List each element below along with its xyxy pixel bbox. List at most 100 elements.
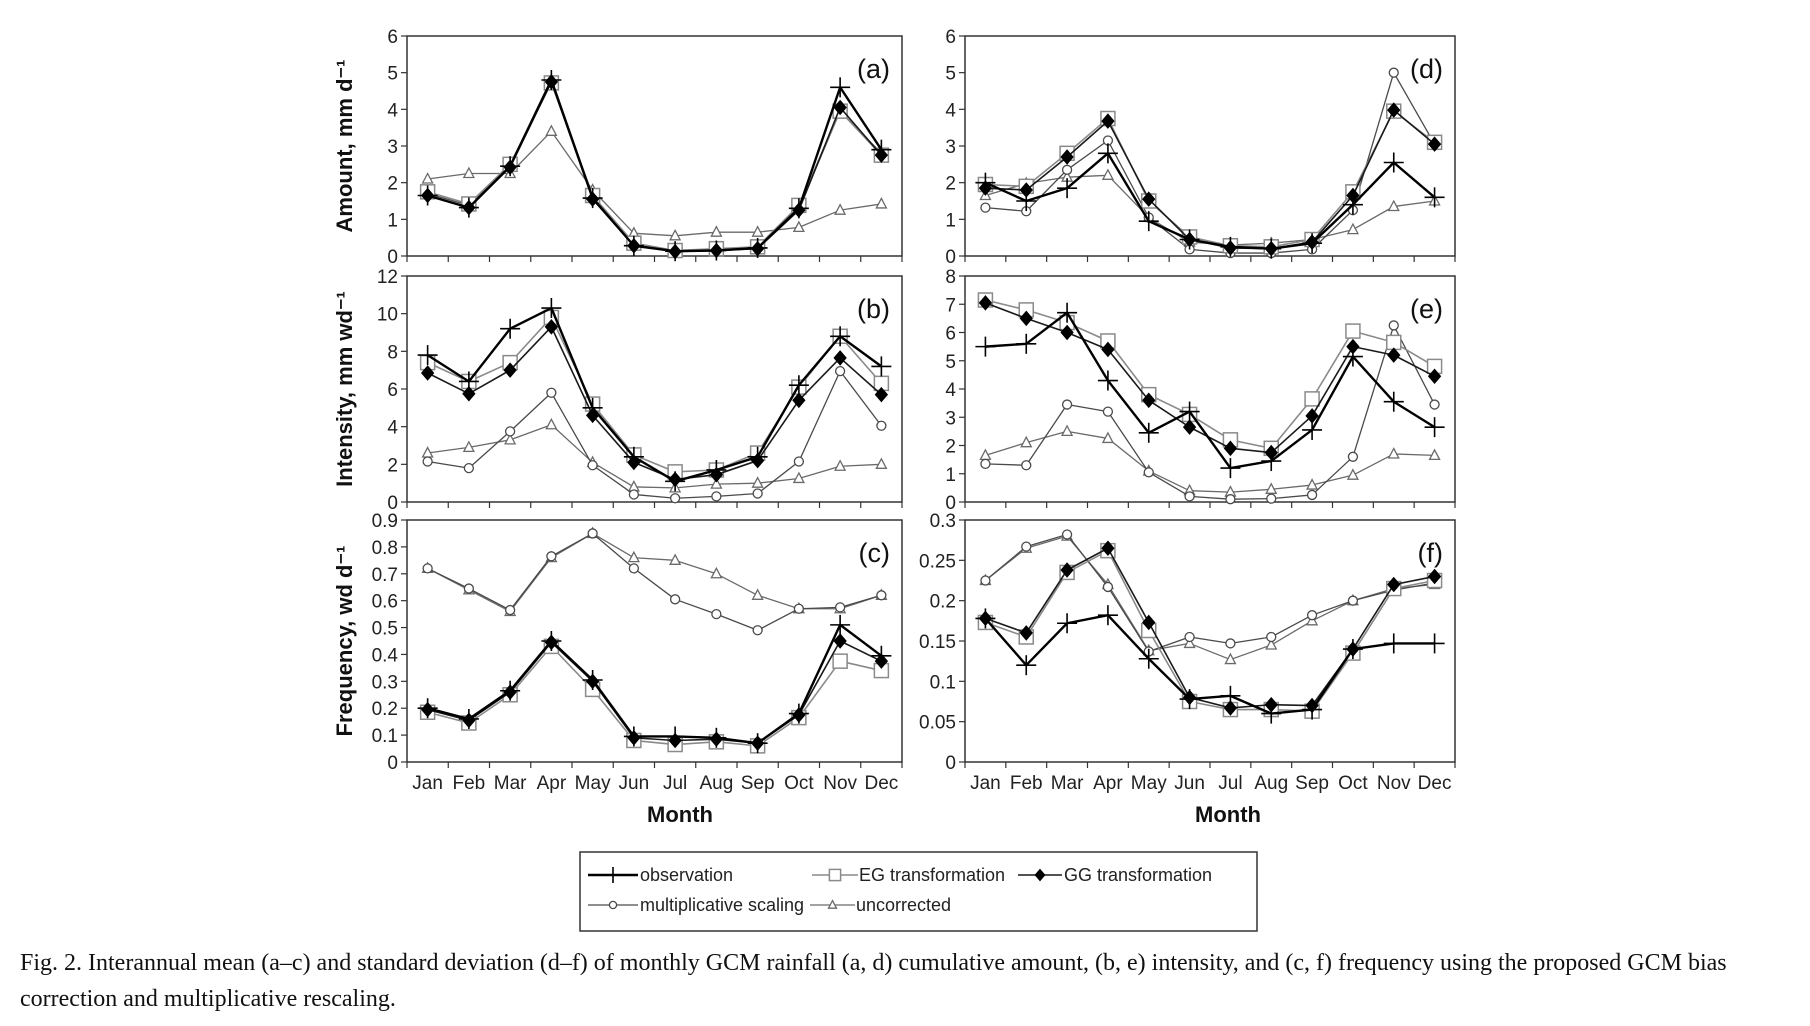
y-tick-label: 5 xyxy=(945,352,956,373)
diamond-marker xyxy=(1182,419,1197,435)
series-observation xyxy=(975,605,1445,724)
x-axis-title-left: Month xyxy=(647,802,713,827)
plus-marker xyxy=(747,446,768,467)
y-tick-label: 0.15 xyxy=(919,632,956,653)
triangle-marker xyxy=(421,172,434,184)
diamond-marker xyxy=(1101,540,1115,557)
plus-marker xyxy=(1016,655,1037,676)
plus-marker xyxy=(1261,451,1282,472)
x-tick-label: Aug xyxy=(1254,773,1288,794)
diamond-marker xyxy=(874,386,889,403)
plus-marker xyxy=(665,471,686,492)
y-tick-label: 8 xyxy=(945,267,956,288)
plus-marker xyxy=(1424,187,1445,208)
plot-frame xyxy=(406,519,903,763)
y-tick-label: 4 xyxy=(945,100,956,121)
x-tick-label: Feb xyxy=(1010,773,1043,794)
circle-marker xyxy=(1061,399,1073,410)
diamond-marker xyxy=(420,365,435,381)
triangle-marker xyxy=(1265,638,1278,650)
y-tick-label: 2 xyxy=(387,174,398,195)
x-tick-label: Apr xyxy=(537,773,567,794)
plus-marker xyxy=(830,614,851,635)
plus-marker xyxy=(541,298,562,319)
panel-label: (f) xyxy=(1418,538,1443,568)
series-line xyxy=(985,302,1435,454)
plot-frame xyxy=(406,35,903,257)
triangle-marker xyxy=(827,899,838,909)
circle-marker xyxy=(1429,399,1440,410)
diamond-marker xyxy=(1019,625,1033,641)
diamond-marker xyxy=(1060,562,1074,578)
triangle-marker xyxy=(1428,448,1441,461)
plus-marker xyxy=(623,726,644,747)
y-tick-label: 0.25 xyxy=(919,551,956,572)
y-tick-label: 5 xyxy=(945,64,956,85)
plus-marker xyxy=(541,70,562,90)
y-tick-label: 2 xyxy=(945,437,956,458)
triangle-marker xyxy=(1387,199,1400,212)
diamond-marker xyxy=(1034,868,1046,882)
circle-marker xyxy=(876,420,887,431)
circle-marker xyxy=(546,387,557,398)
triangle-marker xyxy=(710,225,723,237)
triangle-marker xyxy=(545,124,558,136)
y-tick-label: 0.1 xyxy=(372,726,398,747)
x-tick-label: Sep xyxy=(1295,773,1329,794)
circle-marker xyxy=(793,603,805,614)
x-tick-label: Oct xyxy=(1338,773,1368,794)
circle-marker xyxy=(1266,493,1277,504)
triangle-marker xyxy=(1020,435,1033,448)
panel-d: 0 1 2 3 4 5 6 (d) xyxy=(945,27,1456,268)
triangle-marker xyxy=(834,203,847,215)
plus-marker xyxy=(541,631,562,651)
diamond-marker xyxy=(1427,136,1442,152)
series-observation xyxy=(975,143,1445,259)
x-tick-label: May xyxy=(575,773,611,794)
plus-marker xyxy=(1138,422,1159,443)
diamond-marker xyxy=(978,295,993,311)
circle-marker xyxy=(587,460,598,471)
series-line xyxy=(985,430,1435,493)
x-tick-label: Jun xyxy=(1174,773,1205,794)
plus-marker xyxy=(623,446,644,467)
y-tick-label: 5 xyxy=(387,64,398,85)
y-axis-title: Amount, mm d⁻¹ xyxy=(332,60,357,233)
panel-label: (b) xyxy=(857,294,890,324)
panel-c: 0 0.1 0.2 0.3 0.4 0.5 0.6 0.7 0.8 0.9 Jan Feb Mar Apr… xyxy=(332,511,903,794)
plus-marker xyxy=(1179,229,1200,250)
plus-marker xyxy=(1097,605,1118,626)
plus-marker xyxy=(747,733,768,754)
y-tick-label: 0.3 xyxy=(372,672,398,693)
y-tick-label: 12 xyxy=(377,267,398,288)
panel-label: (a) xyxy=(857,54,890,84)
y-tick-label: 0 xyxy=(387,753,398,774)
y-tick-label: 3 xyxy=(945,137,956,158)
y-tick-label: 1 xyxy=(387,210,398,231)
square-marker xyxy=(1386,334,1402,351)
diamond-marker xyxy=(833,633,847,649)
y-tick-label: 0.2 xyxy=(372,699,398,720)
square-marker xyxy=(1345,323,1361,339)
legend-box xyxy=(579,851,1258,932)
plot-frame xyxy=(406,275,903,503)
panel-f: 0 0.05 0.1 0.15 0.2 0.25 0.3 Jan Feb Mar Apr May Jun… xyxy=(919,511,1456,794)
plus-marker xyxy=(1220,236,1241,257)
circle-marker xyxy=(628,563,640,574)
series-ms xyxy=(422,528,887,636)
x-tick-label: Sep xyxy=(741,773,775,794)
series-observation xyxy=(417,298,892,492)
plus-marker xyxy=(706,459,727,480)
plus-marker xyxy=(975,172,996,193)
triangle-marker xyxy=(1224,652,1237,665)
triangle-marker xyxy=(1183,636,1196,649)
circle-marker xyxy=(422,563,433,574)
plus-marker xyxy=(1057,302,1078,323)
plus-marker xyxy=(417,345,438,366)
circle-marker xyxy=(1184,491,1195,502)
series-line xyxy=(985,533,1435,653)
triangle-marker xyxy=(1101,168,1114,180)
diamond-marker xyxy=(1387,576,1401,593)
triangle-marker xyxy=(1387,447,1400,459)
